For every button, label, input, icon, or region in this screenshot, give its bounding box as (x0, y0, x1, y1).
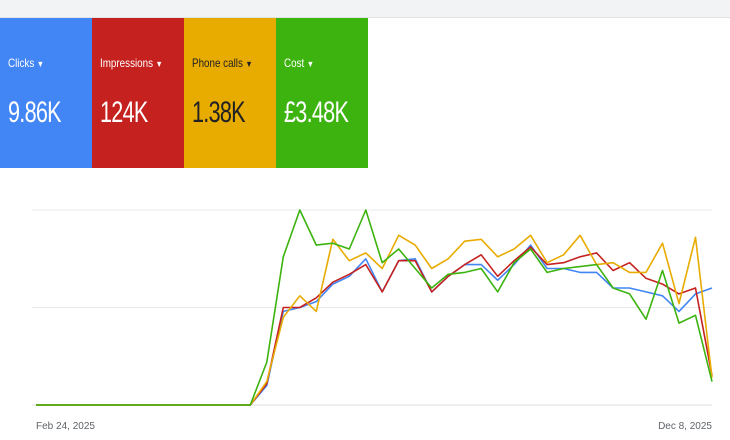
performance-line-chart: Feb 24, 2025 Dec 8, 2025 (32, 209, 713, 432)
caret-down-icon: ▼ (36, 59, 45, 69)
x-axis-start-label: Feb 24, 2025 (36, 421, 95, 432)
performance-card: Clicks ▼ 9.86K Impressions ▼ 124K Phone ca… (0, 17, 730, 440)
metric-value: 1.38K (192, 96, 246, 129)
caret-down-icon: ▼ (245, 59, 253, 69)
metric-tiles: Clicks ▼ 9.86K Impressions ▼ 124K Phone ca… (0, 18, 368, 168)
metric-value: 9.86K (8, 96, 62, 129)
metric-label: Cost ▼ (284, 56, 315, 70)
caret-down-icon: ▼ (306, 59, 315, 69)
metric-tile-cost[interactable]: Cost ▼ £3.48K (276, 18, 368, 168)
chart-series (36, 209, 713, 406)
series-line-3 (36, 209, 713, 406)
x-axis-end-label: Dec 8, 2025 (658, 421, 712, 432)
metric-value: 124K (100, 96, 148, 129)
metric-tile-clicks[interactable]: Clicks ▼ 9.86K (0, 18, 92, 168)
metric-tile-phone-calls[interactable]: Phone calls ▼ 1.38K (184, 18, 276, 168)
series-line-2 (36, 234, 713, 406)
metric-tile-impressions[interactable]: Impressions ▼ 124K (92, 18, 184, 168)
metric-value: £3.48K (284, 96, 349, 129)
metric-label: Impressions ▼ (100, 56, 163, 70)
metric-label: Clicks ▼ (8, 56, 45, 70)
chart-grid (32, 209, 712, 406)
series-line-1 (36, 246, 713, 406)
metric-label: Phone calls ▼ (192, 56, 253, 70)
caret-down-icon: ▼ (155, 59, 163, 69)
series-line-0 (36, 244, 713, 406)
